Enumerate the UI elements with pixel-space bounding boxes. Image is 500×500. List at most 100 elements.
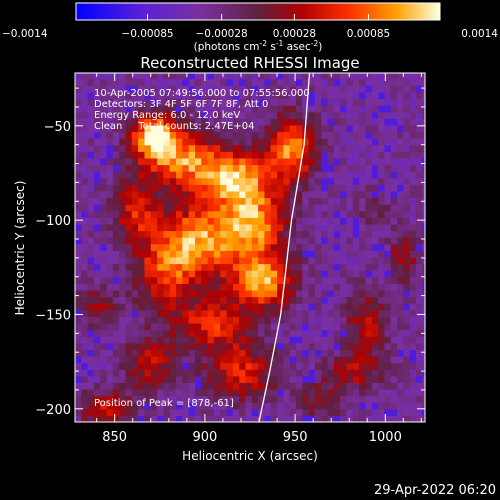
heatmap-cell <box>384 237 392 245</box>
heatmap-cell <box>327 223 335 232</box>
heatmap-cell <box>138 131 145 139</box>
heatmap-cell <box>422 91 425 100</box>
heatmap-cell <box>93 389 101 397</box>
heatmap-cell <box>302 303 310 311</box>
heatmap-cell <box>81 250 89 258</box>
heatmap-cell <box>371 111 379 119</box>
heatmap-cell <box>220 303 228 311</box>
heatmap-cell <box>277 98 284 106</box>
heatmap-cell <box>125 369 133 377</box>
heatmap-cell <box>207 124 215 133</box>
heatmap-cell <box>226 177 234 185</box>
heatmap-cell <box>308 289 316 298</box>
heatmap-cell <box>397 217 404 225</box>
heatmap-cell <box>359 131 366 139</box>
heatmap-cell <box>144 230 152 238</box>
heatmap-cell <box>157 402 164 410</box>
heatmap-cell <box>416 395 423 403</box>
heatmap-cell <box>296 164 303 172</box>
heatmap-cell <box>226 157 234 166</box>
heatmap-cell <box>245 85 253 93</box>
heatmap-cell <box>340 389 348 397</box>
heatmap-cell <box>201 316 209 324</box>
heatmap-cell <box>422 369 425 377</box>
heatmap-cell <box>409 356 417 364</box>
heatmap-cell <box>201 263 209 271</box>
heatmap-cell <box>239 131 247 139</box>
heatmap-cell <box>365 289 373 298</box>
heatmap-cell <box>112 91 120 100</box>
heatmap-cell <box>352 124 360 133</box>
heatmap-cell <box>251 276 259 284</box>
heatmap-cell <box>75 323 82 331</box>
heatmap-cell <box>308 356 316 364</box>
heatmap-cell <box>163 356 171 364</box>
heatmap-cell <box>289 78 297 86</box>
heatmap-cell <box>176 98 183 106</box>
heatmap-cell <box>289 349 297 357</box>
heatmap-cell <box>333 164 341 172</box>
heatmap-cell <box>258 250 265 258</box>
heatmap-cell <box>144 237 152 245</box>
heatmap-cell <box>365 382 373 390</box>
heatmap-cell <box>150 164 158 172</box>
heatmap-cell <box>314 375 322 383</box>
heatmap-cell <box>245 91 253 100</box>
heatmap-cell <box>352 157 360 166</box>
heatmap-cell <box>384 124 392 133</box>
heatmap-cell <box>321 98 329 106</box>
heatmap-cell <box>188 204 196 212</box>
heatmap-cell <box>220 210 228 218</box>
heatmap-cell <box>87 151 95 159</box>
heatmap-cell <box>365 362 373 370</box>
heatmap-cell <box>333 177 341 185</box>
heatmap-cell <box>188 237 196 245</box>
heatmap-cell <box>359 289 366 298</box>
heatmap-cell <box>75 124 82 133</box>
heatmap-cell <box>365 217 373 225</box>
heatmap-cell <box>289 138 297 146</box>
heatmap-cell <box>314 289 322 298</box>
heatmap-cell <box>403 402 411 410</box>
heatmap-cell <box>416 98 423 106</box>
heatmap-cell <box>264 144 272 152</box>
heatmap-cell <box>359 157 366 166</box>
heatmap-cell <box>112 329 120 337</box>
heatmap-cell <box>245 415 253 422</box>
heatmap-cell <box>182 296 190 304</box>
heatmap-cell <box>182 243 190 251</box>
heatmap-cell <box>365 276 373 284</box>
heatmap-cell <box>258 91 265 100</box>
heatmap-cell <box>220 91 228 100</box>
heatmap-cell <box>232 276 240 284</box>
heatmap-cell <box>163 204 171 212</box>
heatmap-cell <box>182 362 190 370</box>
heatmap-cell <box>321 138 329 146</box>
heatmap-cell <box>283 131 291 139</box>
heatmap-cell <box>409 105 417 113</box>
heatmap-cell <box>201 283 209 291</box>
heatmap-cell <box>340 303 348 311</box>
heatmap-cell <box>213 85 221 93</box>
heatmap-cell <box>182 263 190 271</box>
heatmap-cell <box>346 131 354 139</box>
heatmap-cell <box>302 190 310 199</box>
heatmap-cell <box>409 362 417 370</box>
heatmap-cell <box>144 296 152 304</box>
heatmap-cell <box>378 118 385 126</box>
heatmap-cell <box>100 316 108 324</box>
heatmap-cell <box>245 171 253 179</box>
heatmap-cell <box>112 78 120 86</box>
heatmap-cell <box>378 329 385 337</box>
heatmap-cell <box>87 223 95 232</box>
heatmap-cell <box>163 237 171 245</box>
heatmap-cell <box>93 131 101 139</box>
heatmap-cell <box>327 131 335 139</box>
heatmap-cell <box>169 309 177 317</box>
heatmap-cell <box>245 289 253 298</box>
heatmap-cell <box>207 256 215 265</box>
heatmap-cell <box>346 289 354 298</box>
heatmap-cell <box>169 151 177 159</box>
heatmap-cell <box>119 336 127 344</box>
heatmap-cell <box>226 276 234 284</box>
